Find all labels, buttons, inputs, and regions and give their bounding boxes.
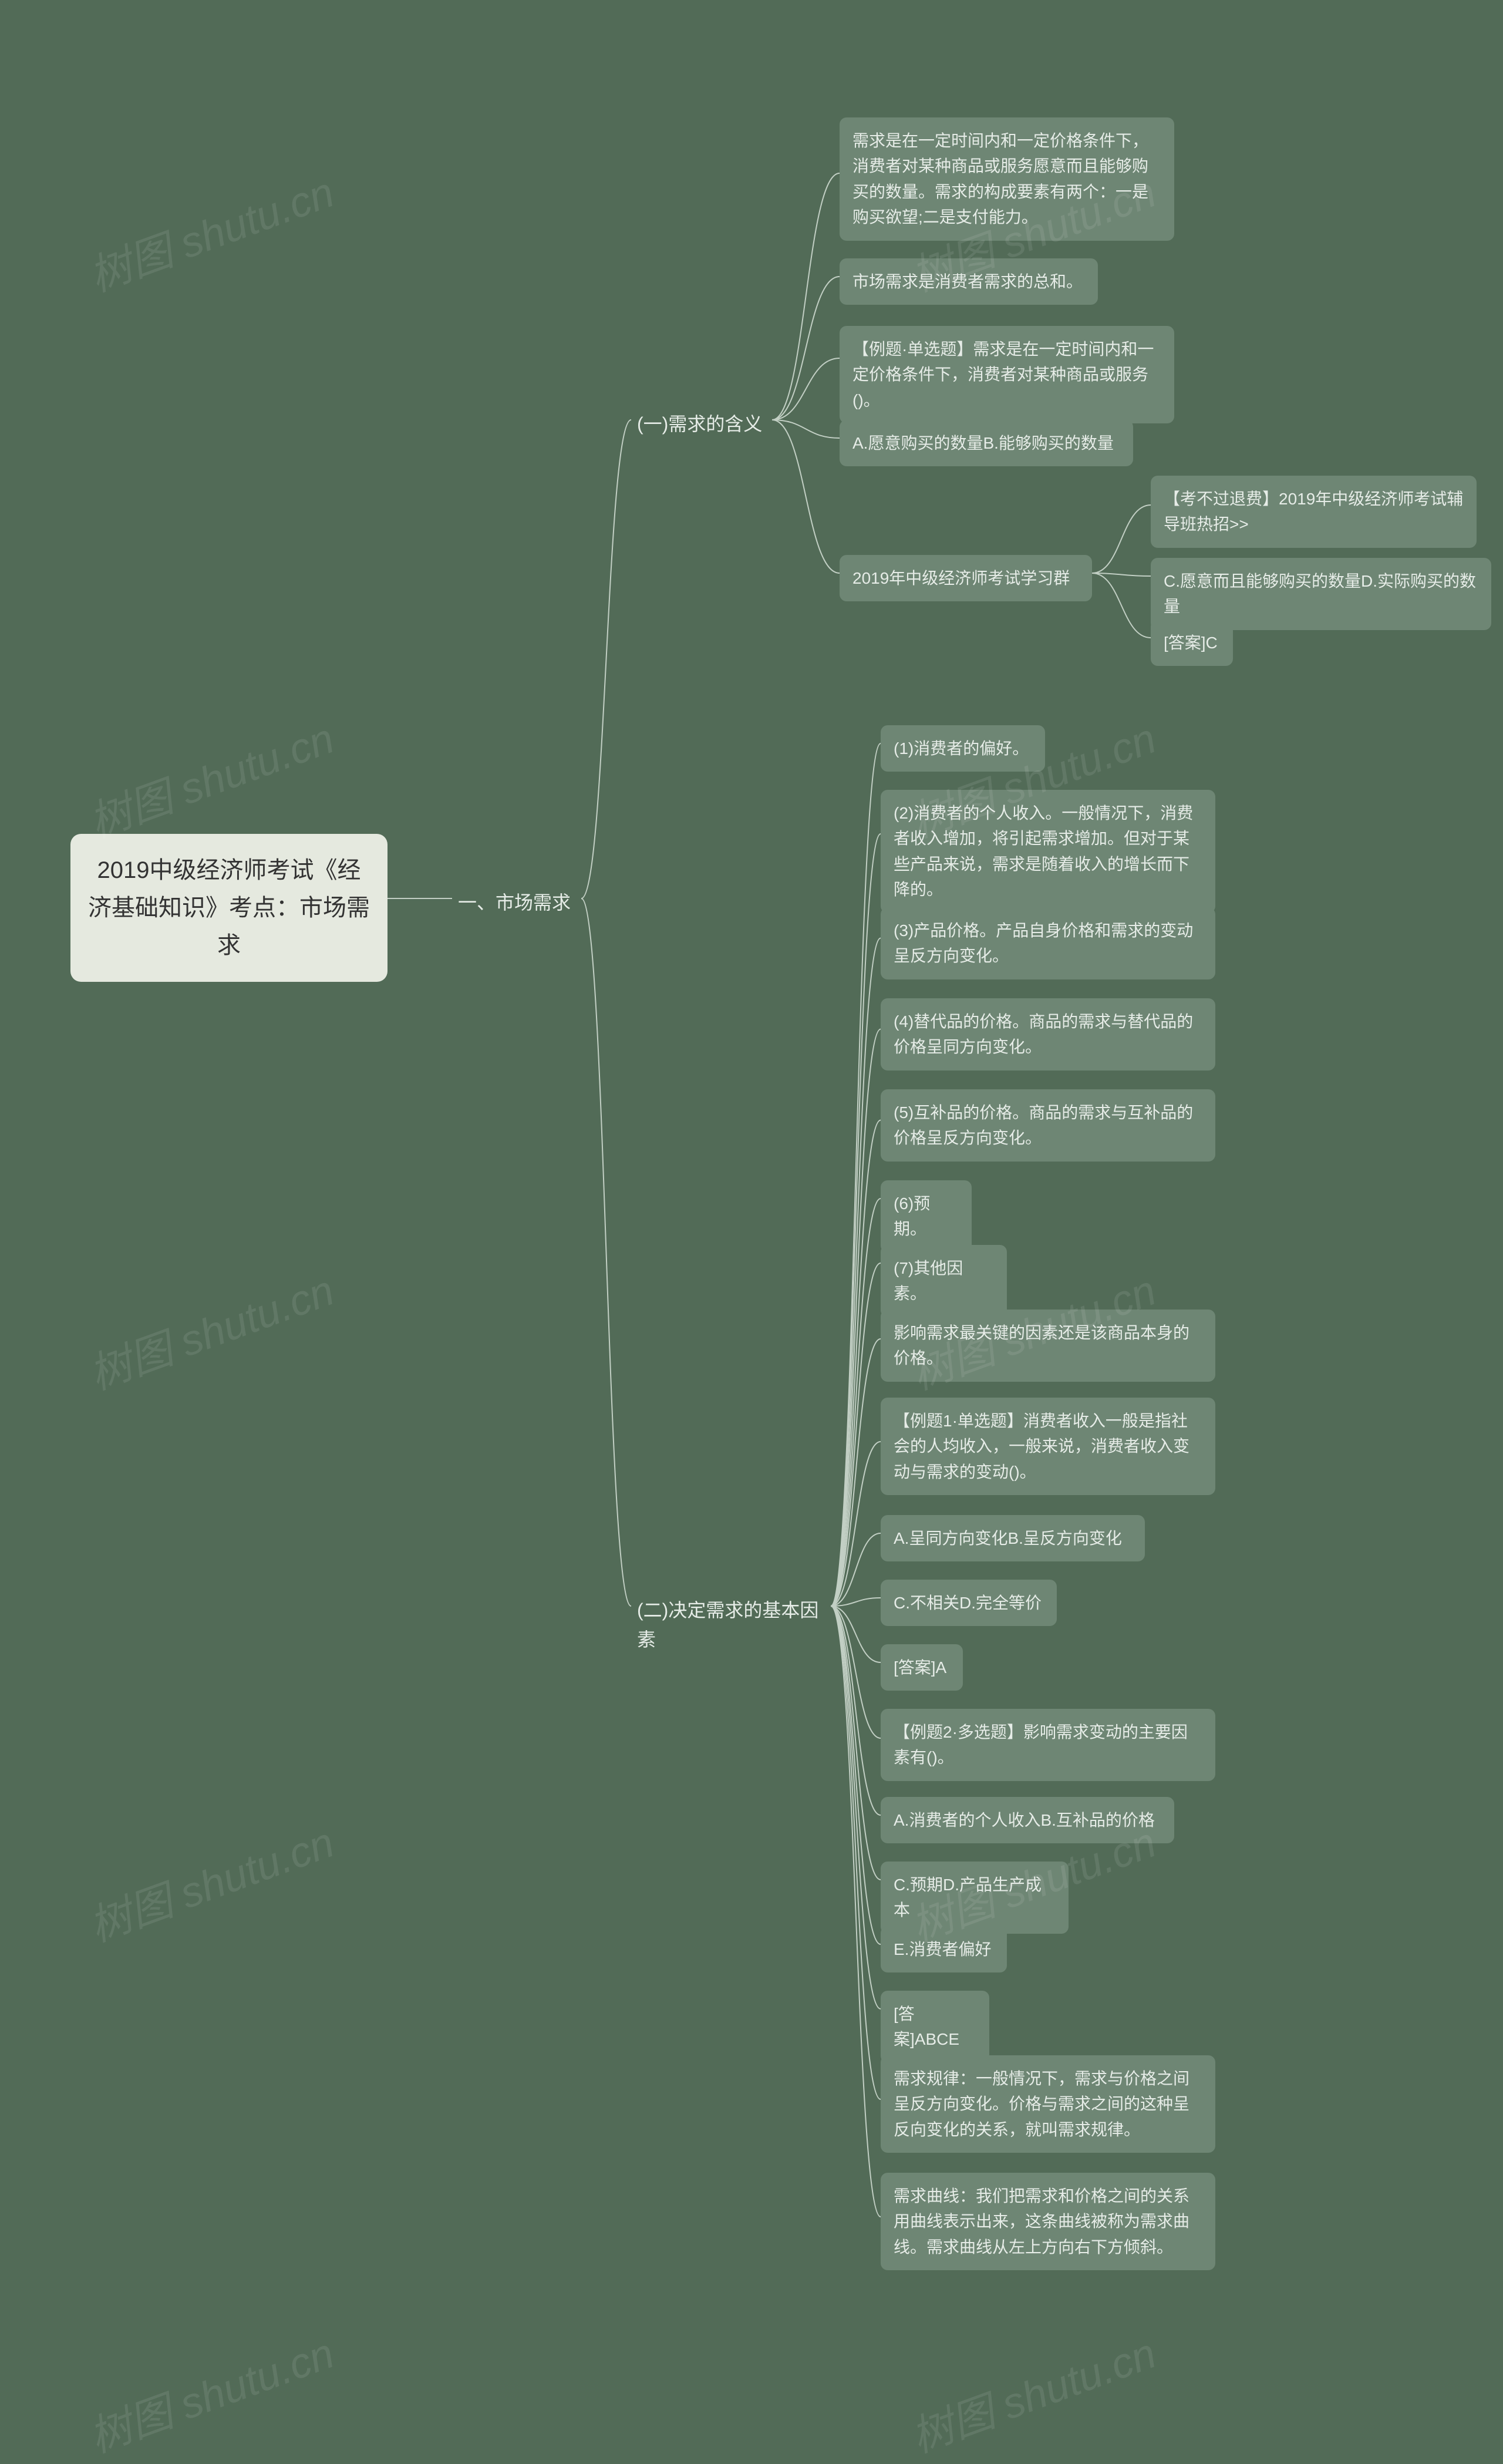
- leaf-m1[interactable]: (1)消费者的偏好。: [881, 725, 1045, 772]
- leaf-m9[interactable]: 【例题1·单选题】消费者收入一般是指社会的人均收入，一般来说，消费者收入变动与需…: [881, 1398, 1215, 1495]
- leaf-n3[interactable]: 【例题·单选题】需求是在一定时间内和一定价格条件下，消费者对某种商品或服务()。: [840, 326, 1174, 423]
- root-node[interactable]: 2019中级经济师考试《经济基础知识》考点：市场需求: [70, 834, 387, 982]
- leaf-m4[interactable]: (4)替代品的价格。商品的需求与替代品的价格呈同方向变化。: [881, 998, 1215, 1071]
- mindmap-canvas: 2019中级经济师考试《经济基础知识》考点：市场需求 一、市场需求 (一)需求的…: [0, 0, 1503, 2425]
- leaf-m12[interactable]: [答案]A: [881, 1644, 963, 1691]
- leaf-n5[interactable]: 2019年中级经济师考试学习群: [840, 555, 1092, 601]
- leaf-m3[interactable]: (3)产品价格。产品自身价格和需求的变动呈反方向变化。: [881, 907, 1215, 979]
- leaf-m14[interactable]: A.消费者的个人收入B.互补品的价格: [881, 1797, 1174, 1843]
- leaf-m10[interactable]: A.呈同方向变化B.呈反方向变化: [881, 1515, 1145, 1561]
- branch-demand-factors[interactable]: (二)决定需求的基本因素: [631, 1591, 831, 1659]
- leaf-m16[interactable]: E.消费者偏好: [881, 1926, 1007, 1972]
- leaf-n5a[interactable]: 【考不过退费】2019年中级经济师考试辅导班热招>>: [1151, 476, 1477, 548]
- leaf-m5[interactable]: (5)互补品的价格。商品的需求与互补品的价格呈反方向变化。: [881, 1089, 1215, 1162]
- leaf-m11[interactable]: C.不相关D.完全等价: [881, 1580, 1057, 1626]
- leaf-m19[interactable]: 需求曲线：我们把需求和价格之间的关系用曲线表示出来，这条曲线被称为需求曲线。需求…: [881, 2173, 1215, 2270]
- leaf-m7[interactable]: (7)其他因素。: [881, 1245, 1007, 1317]
- leaf-m6[interactable]: (6)预期。: [881, 1180, 972, 1253]
- leaf-n1[interactable]: 需求是在一定时间内和一定价格条件下，消费者对某种商品或服务愿意而且能够购买的数量…: [840, 117, 1174, 241]
- leaf-m13[interactable]: 【例题2·多选题】影响需求变动的主要因素有()。: [881, 1709, 1215, 1781]
- leaf-n5c[interactable]: [答案]C: [1151, 620, 1233, 666]
- leaf-m2[interactable]: (2)消费者的个人收入。一般情况下，消费者收入增加，将引起需求增加。但对于某些产…: [881, 790, 1215, 913]
- connector-layer: [0, 0, 1503, 2425]
- branch-market-demand[interactable]: 一、市场需求: [452, 884, 581, 923]
- leaf-m17[interactable]: [答案]ABCE: [881, 1991, 989, 2063]
- leaf-m8[interactable]: 影响需求最关键的因素还是该商品本身的价格。: [881, 1310, 1215, 1382]
- leaf-n4[interactable]: A.愿意购买的数量B.能够购买的数量: [840, 420, 1133, 466]
- leaf-m15[interactable]: C.预期D.产品生产成本: [881, 1862, 1069, 1934]
- leaf-m18[interactable]: 需求规律：一般情况下，需求与价格之间呈反方向变化。价格与需求之间的这种呈反向变化…: [881, 2055, 1215, 2153]
- leaf-n2[interactable]: 市场需求是消费者需求的总和。: [840, 258, 1098, 305]
- branch-demand-meaning[interactable]: (一)需求的含义: [631, 405, 772, 444]
